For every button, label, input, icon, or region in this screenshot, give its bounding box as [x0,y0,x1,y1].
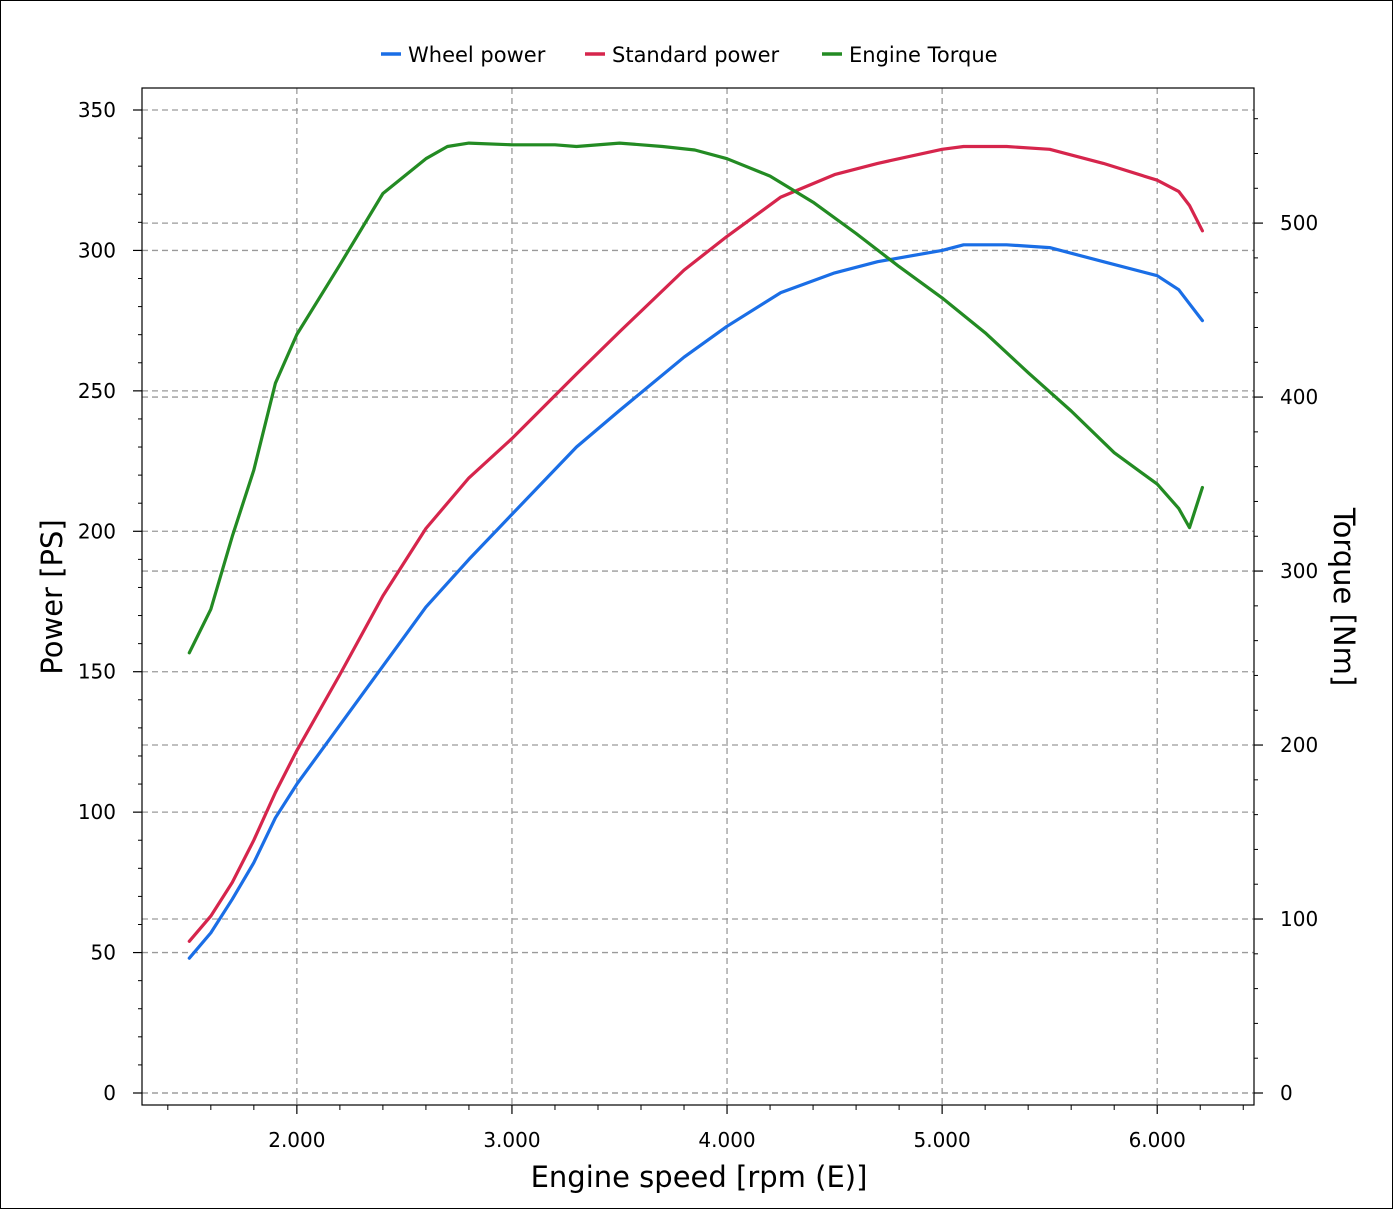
grid-lines [142,88,1254,1105]
engine-torque-line [187,141,1205,655]
y-left-tick-label: 0 [103,1081,116,1105]
y-right-tick-label: 100 [1280,907,1318,931]
x-tick-label: 4.000 [698,1128,755,1152]
y-left-tick-label: 300 [78,238,116,262]
y-left-tick-label: 100 [78,800,116,824]
x-tick-label: 3.000 [483,1128,540,1152]
series-lines [187,141,1205,960]
legend-label-wheel-power: Wheel power [408,43,546,67]
y-left-tick-label: 200 [78,519,116,543]
y-left-tick-label: 350 [78,98,116,122]
x-tick-label: 2.000 [268,1128,325,1152]
x-axis-title: Engine speed [rpm (E)] [531,1160,868,1194]
y-right-tick-label: 400 [1280,385,1318,409]
legend-label-engine-torque: Engine Torque [849,43,998,67]
y-right-tick-label: 300 [1280,559,1318,583]
x-tick-label: 6.000 [1129,1128,1186,1152]
legend-label-standard-power: Standard power [612,43,779,67]
x-tick-label: 5.000 [913,1128,970,1152]
wheel-power-line [187,243,1205,960]
y-right-tick-label: 0 [1280,1081,1293,1105]
legend: Wheel power Standard power Engine Torque [381,43,998,67]
y-left-axis-title: Power [PS] [35,519,69,674]
tick-marks: 2.000 3.000 4.000 5.000 6.000 0 50 100 150 200 250… [78,98,1318,1152]
y-left-tick-label: 250 [78,379,116,403]
y-left-tick-label: 150 [78,660,116,684]
standard-power-line [187,144,1205,943]
y-right-tick-label: 500 [1280,211,1318,235]
y-right-tick-label: 200 [1280,733,1318,757]
y-left-tick-label: 50 [91,941,116,965]
plot-area-border [141,87,1255,1106]
y-right-axis-title: Torque [Nm] [1327,507,1361,686]
